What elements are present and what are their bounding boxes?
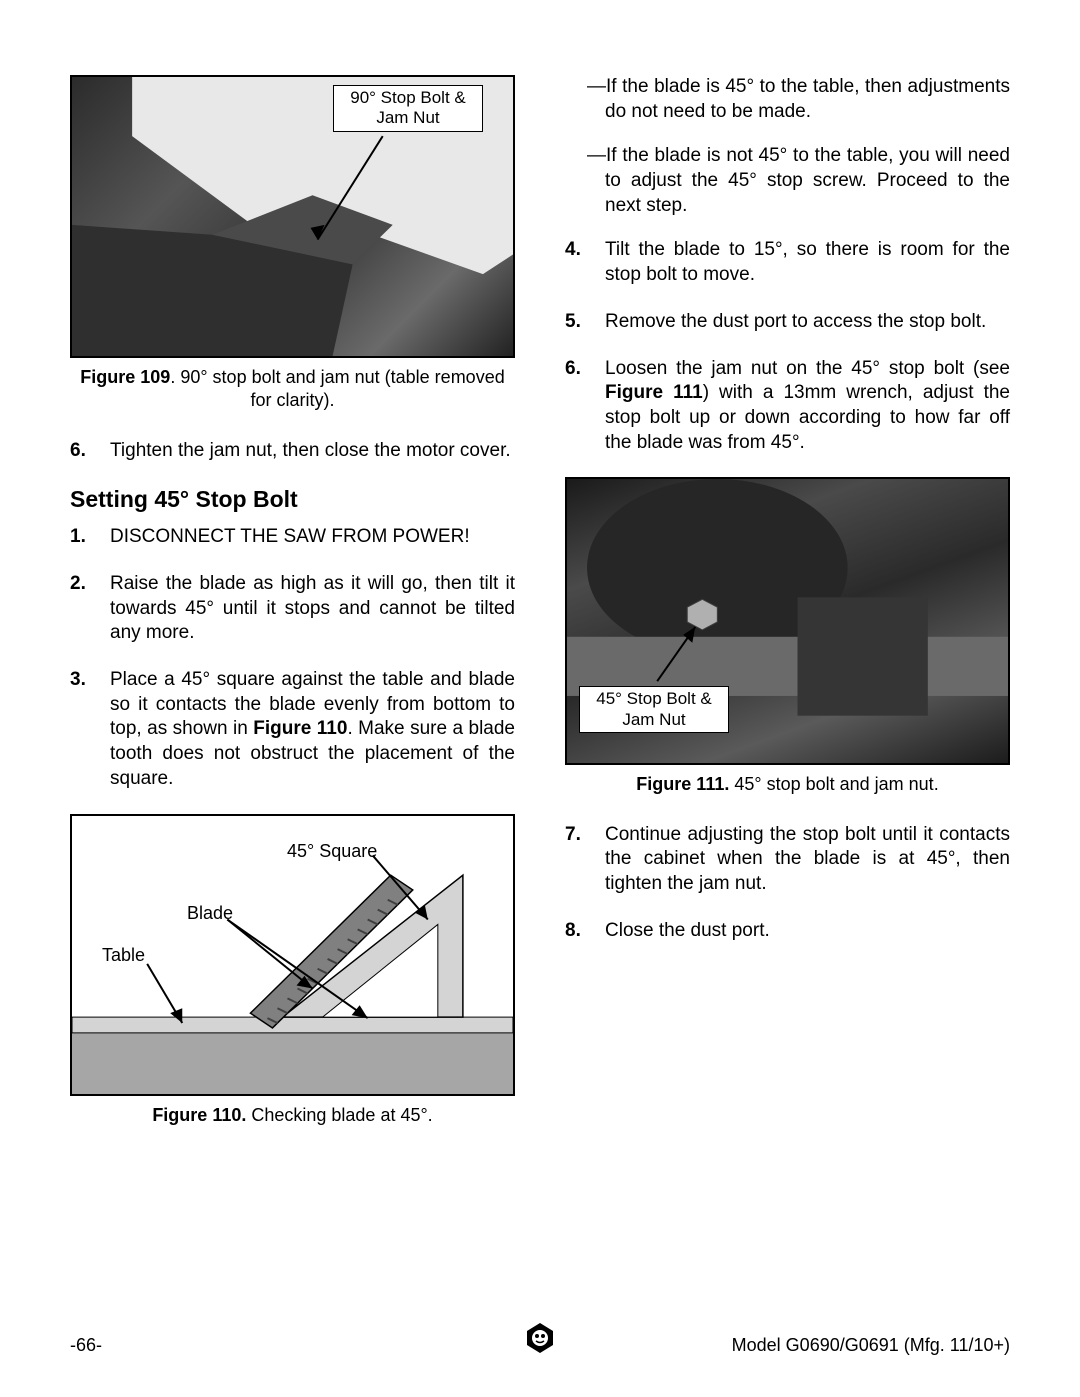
right-sub-a: —If the blade is 45° to the table, then … (605, 75, 1010, 124)
sub-text: If the blade is 45° to the table, then a… (605, 76, 1010, 122)
left-step-2: 2. Raise the blade as high as it will go… (70, 572, 515, 646)
right-step-5: 5. Remove the dust port to access the st… (565, 310, 1010, 335)
figure-109-caption: Figure 109. 90° stop bolt and jam nut (t… (70, 366, 515, 413)
step-text: Loosen the jam nut on the 45° stop bolt … (605, 357, 1010, 456)
step-number: 7. (565, 823, 589, 897)
left-step-3: 3. Place a 45° square against the table … (70, 668, 515, 791)
figure-110-diagram: 45° Square Blade Table (70, 814, 515, 1096)
footer-page-number: -66- (70, 1334, 102, 1357)
figure-109-image: 90° Stop Bolt & Jam Nut (70, 75, 515, 358)
right-step-7: 7. Continue adjusting the stop bolt unti… (565, 823, 1010, 897)
step-text: Raise the blade as high as it will go, t… (110, 572, 515, 646)
figure-111-callout: 45° Stop Bolt & Jam Nut (579, 686, 729, 733)
dash: — (587, 76, 606, 97)
step-text-bold: Figure 111 (605, 382, 703, 403)
left-column: 90° Stop Bolt & Jam Nut Figure 109. 90° … (70, 75, 515, 1153)
step-text: Tighten the jam nut, then close the moto… (110, 439, 515, 464)
figure-110-caption-label: Figure 110. (152, 1105, 246, 1125)
section-heading: Setting 45° Stop Bolt (70, 485, 515, 515)
step-text: Close the dust port. (605, 919, 1010, 944)
step-number: 6. (70, 439, 94, 464)
figure-110-caption: Figure 110. Checking blade at 45°. (70, 1104, 515, 1127)
figure-111-caption-label: Figure 111. (636, 774, 729, 794)
step-text-pre: Loosen the jam nut on the 45° stop bolt … (605, 358, 1010, 379)
left-step-1: 1. DISCONNECT THE SAW FROM POWER! (70, 525, 515, 550)
figure-109-callout: 90° Stop Bolt & Jam Nut (333, 85, 483, 132)
right-step-8: 8. Close the dust port. (565, 919, 1010, 944)
step-text: Remove the dust port to access the stop … (605, 310, 1010, 335)
right-step-6: 6. Loosen the jam nut on the 45° stop bo… (565, 357, 1010, 456)
step-number: 4. (565, 238, 589, 287)
step-number: 5. (565, 310, 589, 335)
step-number: 6. (565, 357, 589, 456)
figure-111-caption-text: 45° stop bolt and jam nut. (729, 774, 938, 794)
step-number: 8. (565, 919, 589, 944)
step-text: Tilt the blade to 15°, so there is room … (605, 238, 1010, 287)
figure-109-callout-text: 90° Stop Bolt & Jam Nut (350, 88, 465, 127)
step-text-bold: Figure 110 (253, 718, 347, 739)
right-sub-b: —If the blade is not 45° to the table, y… (605, 144, 1010, 218)
figure-111-image: 45° Stop Bolt & Jam Nut (565, 477, 1010, 765)
sub-text: If the blade is not 45° to the table, yo… (605, 145, 1010, 215)
right-column: —If the blade is 45° to the table, then … (565, 75, 1010, 1153)
step-number: 2. (70, 572, 94, 646)
dash: — (587, 145, 606, 166)
page-footer: -66- Model G0690/G0691 (Mfg. 11/10+) (70, 1334, 1010, 1357)
step-text: Continue adjusting the stop bolt until i… (605, 823, 1010, 897)
figure-111-caption: Figure 111. 45° stop bolt and jam nut. (565, 773, 1010, 796)
figure-111-callout-text: 45° Stop Bolt & Jam Nut (596, 689, 711, 728)
right-step-4: 4. Tilt the blade to 15°, so there is ro… (565, 238, 1010, 287)
figure-109-caption-label: Figure 109 (80, 367, 170, 387)
step-text: DISCONNECT THE SAW FROM POWER! (110, 525, 515, 550)
figure-110-label-square: 45° Square (287, 840, 377, 863)
figure-110-label-blade: Blade (187, 902, 233, 925)
left-step-6: 6. Tighten the jam nut, then close the m… (70, 439, 515, 464)
footer-model-text: Model G0690/G0691 (Mfg. 11/10+) (732, 1334, 1010, 1357)
figure-110-label-table: Table (102, 944, 145, 967)
figure-109-caption-text: . 90° stop bolt and jam nut (table remov… (170, 367, 504, 410)
footer-logo-icon (523, 1321, 557, 1361)
figure-110-caption-text: Checking blade at 45°. (246, 1105, 432, 1125)
step-text: Place a 45° square against the table and… (110, 668, 515, 791)
step-number: 3. (70, 668, 94, 791)
step-number: 1. (70, 525, 94, 550)
